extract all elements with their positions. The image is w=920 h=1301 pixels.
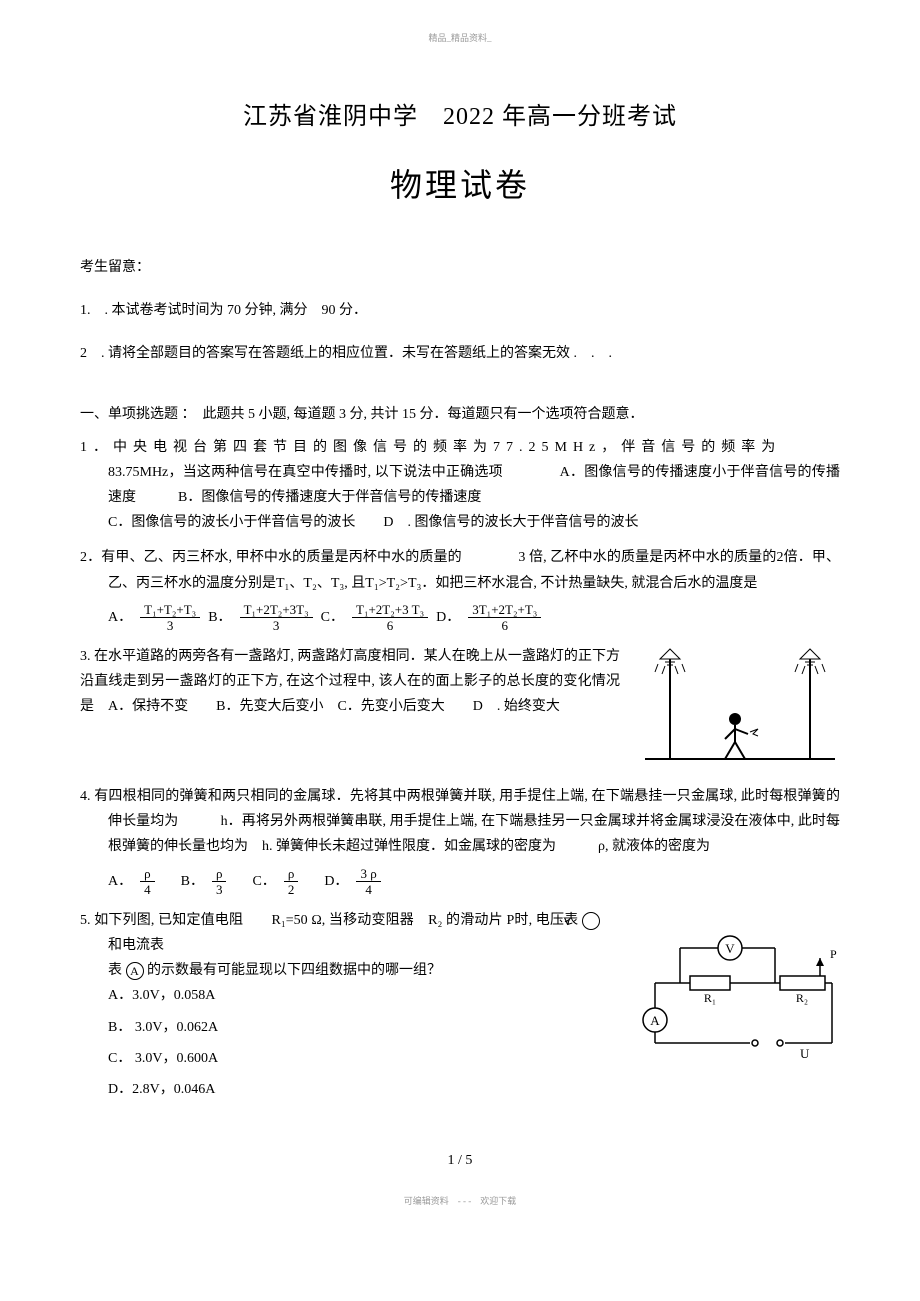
q5-opt-d: D．2.8V，0.046A xyxy=(108,1077,600,1102)
question-1: 1．中央电视台第四套节目的图像信号的频率为77.25MHz，伴音信号的频率为 8… xyxy=(80,435,840,536)
q4-opt-c-label: C． xyxy=(252,869,275,894)
q2-opt-a-label: A． xyxy=(108,605,132,630)
q1-stem3: C．图像信号的波长小于伴音信号的波长 D . 图像信号的波长大于伴音信号的波长 xyxy=(80,510,840,535)
q2-a-num: T₁+T₂+T₃ xyxy=(140,602,200,619)
q5-stem2: 和电流表 xyxy=(108,938,164,953)
q4-a-den: 4 xyxy=(140,882,155,898)
q5-options: A．3.0V，0.058A B． 3.0V，0.062A C． 3.0V，0.6… xyxy=(80,983,600,1102)
q2-opt-b-label: B． xyxy=(208,605,231,630)
q2-opt-c-label: C． xyxy=(321,605,344,630)
circuit-u-label: U xyxy=(800,1046,810,1061)
section-1-header: 一、单项挑选题 ： 此题共 5 小题, 每道题 3 分, 共计 15 分．每道题… xyxy=(80,402,840,427)
q4-c-num: ρ xyxy=(284,866,299,883)
q4-opt-b-label: B． xyxy=(181,869,204,894)
q4-d-num: 3 ρ xyxy=(356,866,380,883)
notice-item-2: 2 . 请将全部题目的答案写在答题纸上的相应位置．未写在答题纸上的答案无效 . … xyxy=(80,341,840,366)
page-number: 1 / 5 xyxy=(80,1148,840,1173)
q4-opt-b-frac: ρ 3 xyxy=(212,866,227,898)
q2-opt-a-frac: T₁+T₂+T₃ 3 xyxy=(140,602,200,634)
notice-block: 考生留意： 1. . 本试卷考试时间为 70 分钟, 满分 90 分． 2 . … xyxy=(80,255,840,367)
circuit-r2-label: R₂ xyxy=(796,991,808,1005)
q2-opt-d-frac: 3T₁+2T₂+T₃ 6 xyxy=(468,602,541,634)
q5-text: 5. 如下列图, 已知定值电阻 R₁=50 Ω, 当移动变阻器 R₂ 的滑动片 … xyxy=(80,908,600,1108)
q5-opt-a: A．3.0V，0.058A xyxy=(108,983,600,1008)
q2-b-num: T₁+2T₂+3T₃ xyxy=(240,602,313,619)
q4-stem1: 有四根相同的弹簧和两只相同的金属球．先将其中两根弹簧并联, 用手提住上端, 在下… xyxy=(94,789,840,854)
question-2: 2．有甲、乙、丙三杯水, 甲杯中水的质量是丙杯中水的质量的 3 倍, 乙杯中水的… xyxy=(80,545,840,634)
q4-c-den: 2 xyxy=(284,882,299,898)
q5-stem3: 的示数最有可能显现以下四组数据中的哪一组？ xyxy=(147,963,441,978)
q3-text: 3. 在水平道路的两旁各有一盏路灯, 两盏路灯高度相同．某人在晚上从一盏路灯的正… xyxy=(80,644,620,720)
circuit-diagram: V R₁ R₂ P A U xyxy=(620,928,840,1068)
q2-opt-d-label: D． xyxy=(436,605,460,630)
q4-opt-d-label: D． xyxy=(324,869,348,894)
notice-item-1: 1. . 本试卷考试时间为 70 分钟, 满分 90 分． xyxy=(80,298,840,323)
q4-b-num: ρ xyxy=(212,866,227,883)
q5-stem1: 如下列图, 已知定值电阻 R₁=50 Ω, 当移动变阻器 R₂ 的滑动片 P时,… xyxy=(94,913,582,928)
ammeter-icon: A xyxy=(126,962,144,980)
q4-opt-c-frac: ρ 2 xyxy=(284,866,299,898)
q2-opt-b-frac: T₁+2T₂+3T₃ 3 xyxy=(240,602,313,634)
notice-header: 考生留意： xyxy=(80,255,840,280)
q2-a-den: 3 xyxy=(163,618,178,634)
q5-num: 5. xyxy=(80,913,91,928)
circuit-r1-label: R₁ xyxy=(704,991,716,1005)
q4-b-den: 3 xyxy=(212,882,227,898)
circuit-v-label: V xyxy=(725,941,735,956)
streetlight-diagram xyxy=(640,644,840,774)
voltmeter-icon: V xyxy=(582,912,600,930)
exam-title-line1: 江苏省淮阴中学 2022 年高一分班考试 xyxy=(80,96,840,139)
q1-stem1: 1．中央电视台第四套节目的图像信号的频率为77.25MHz，伴音信号的频率为 xyxy=(80,435,840,460)
q1-stem2: 83.75MHz，当这两种信号在真空中传播时, 以下说法中正确选项 A．图像信号… xyxy=(80,460,840,510)
q2-c-den: 6 xyxy=(383,618,398,634)
q4-a-num: ρ xyxy=(140,866,155,883)
q4-stem: 4. 有四根相同的弹簧和两只相同的金属球．先将其中两根弹簧并联, 用手提住上端,… xyxy=(80,784,840,860)
q2-d-den: 6 xyxy=(498,618,513,634)
footer-text: 可编辑资料 - - - 欢迎下载 xyxy=(80,1193,840,1209)
circuit-a-label: A xyxy=(650,1013,660,1028)
q4-opt-d-frac: 3 ρ 4 xyxy=(356,866,380,898)
question-3: 3. 在水平道路的两旁各有一盏路灯, 两盏路灯高度相同．某人在晚上从一盏路灯的正… xyxy=(80,644,840,774)
q5-line2: 表 A 的示数最有可能显现以下四组数据中的哪一组？ xyxy=(80,958,600,983)
q2-opt-c-frac: T₁+2T₂+3 T₃ 6 xyxy=(352,602,428,634)
exam-title-line2: 物理试卷 xyxy=(80,157,840,215)
q4-options: A． ρ 4 B． ρ 3 C． ρ 2 D． 3 ρ 4 xyxy=(80,866,840,898)
q4-num: 4. xyxy=(80,789,91,804)
q5-opt-b: B． 3.0V，0.062A xyxy=(108,1015,600,1040)
question-4: 4. 有四根相同的弹簧和两只相同的金属球．先将其中两根弹簧并联, 用手提住上端,… xyxy=(80,784,840,898)
q3-num: 3. xyxy=(80,649,91,664)
q2-stem: 2．有甲、乙、丙三杯水, 甲杯中水的质量是丙杯中水的质量的 3 倍, 乙杯中水的… xyxy=(80,545,840,595)
q4-opt-a-frac: ρ 4 xyxy=(140,866,155,898)
q2-b-den: 3 xyxy=(269,618,284,634)
q4-opt-a-label: A． xyxy=(108,869,132,894)
q5-line1: 5. 如下列图, 已知定值电阻 R₁=50 Ω, 当移动变阻器 R₂ 的滑动片 … xyxy=(80,908,600,958)
watermark-text: 精品_精品资料_ xyxy=(80,30,840,46)
q5-stem2b: 表 xyxy=(108,963,126,978)
q2-options: A． T₁+T₂+T₃ 3 B． T₁+2T₂+3T₃ 3 C． T₁+2T₂+… xyxy=(80,602,840,634)
q2-d-num: 3T₁+2T₂+T₃ xyxy=(468,602,541,619)
q3-stem: 在水平道路的两旁各有一盏路灯, 两盏路灯高度相同．某人在晚上从一盏路灯的正下方沿… xyxy=(80,649,620,714)
question-5: 5. 如下列图, 已知定值电阻 R₁=50 Ω, 当移动变阻器 R₂ 的滑动片 … xyxy=(80,908,840,1108)
q2-c-num: T₁+2T₂+3 T₃ xyxy=(352,602,428,619)
q4-d-den: 4 xyxy=(361,882,376,898)
circuit-p-label: P xyxy=(830,947,837,961)
q5-opt-c: C． 3.0V，0.600A xyxy=(108,1046,600,1071)
